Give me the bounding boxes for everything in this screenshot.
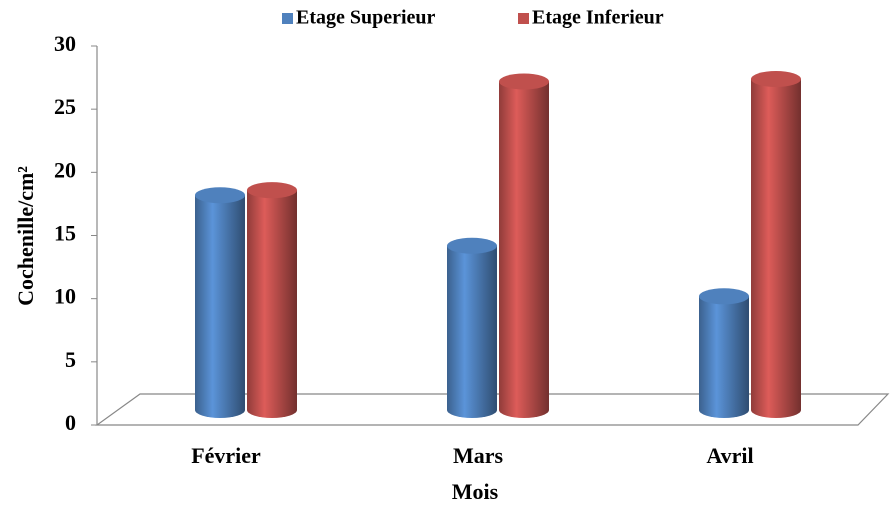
bar — [699, 296, 749, 418]
bar-top — [699, 288, 749, 305]
x-tick-label: Mars — [453, 443, 504, 468]
y-axis-title: Cochenille/cm² — [13, 166, 38, 306]
bar — [447, 245, 497, 418]
bar-top — [751, 71, 801, 88]
bar — [195, 195, 245, 418]
x-tick-label: Février — [191, 443, 261, 468]
floor — [95, 393, 890, 426]
bar-top — [247, 182, 297, 199]
legend-swatch — [518, 13, 529, 24]
bar-top — [195, 187, 245, 204]
bar-top — [499, 73, 549, 90]
y-tick-label: 20 — [54, 157, 76, 182]
bar — [751, 79, 801, 419]
x-axis-title: Mois — [452, 479, 499, 504]
legend-label: Etage Superieur — [296, 7, 436, 29]
x-tick-label: Avril — [706, 443, 753, 468]
legend-label: Etage Inferieur — [532, 7, 664, 29]
y-tick-label: 5 — [65, 347, 76, 372]
legend-swatch — [282, 13, 293, 24]
y-tick-label: 15 — [54, 221, 76, 246]
y-tick-label: 25 — [54, 94, 76, 119]
y-tick-label: 0 — [65, 410, 76, 435]
bar-top — [447, 237, 497, 254]
y-tick-label: 10 — [54, 284, 76, 309]
bar — [499, 81, 549, 419]
y-tick-label: 30 — [54, 31, 76, 56]
bar — [247, 190, 297, 418]
